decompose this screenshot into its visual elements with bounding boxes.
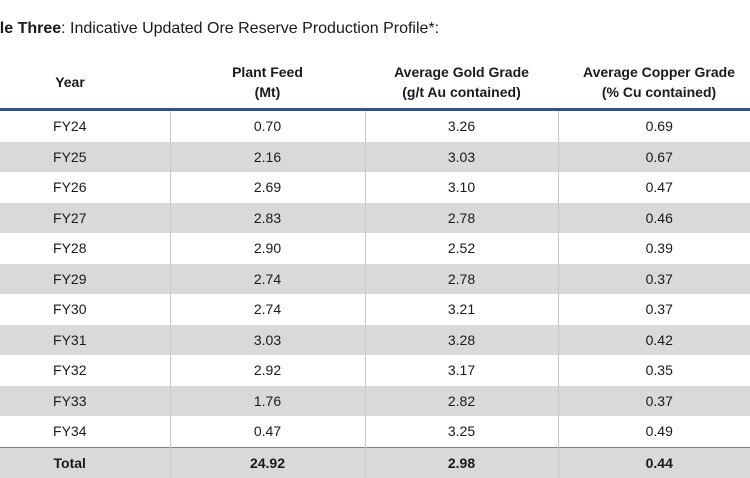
table-row: FY29 2.74 2.78 0.37: [0, 263, 750, 294]
cell-plant-feed: 3.03: [170, 324, 366, 355]
column-header-copper-grade-label: Average Copper Grade: [583, 64, 735, 80]
table-row: FY26 2.69 3.10 0.47: [0, 172, 750, 203]
column-header-plant-feed-label: Plant Feed: [232, 64, 303, 80]
column-header-copper-grade: Average Copper Grade (% Cu contained): [558, 56, 750, 111]
cell-year: FY34: [0, 416, 171, 447]
cell-plant-feed: 2.69: [170, 172, 366, 203]
total-label: Total: [0, 446, 171, 478]
cell-plant-feed: 0.47: [170, 416, 366, 447]
table-header-row: Year Plant Feed (Mt) Average Gold Grade (g…: [0, 56, 750, 111]
cell-plant-feed: 2.74: [170, 263, 366, 294]
cell-copper-grade: 0.46: [558, 202, 750, 233]
cell-gold-grade: 3.10: [365, 172, 559, 203]
table-row: FY33 1.76 2.82 0.37: [0, 385, 750, 416]
cell-copper-grade: 0.49: [645, 423, 673, 440]
column-header-gold-grade-unit: (g/t Au contained): [402, 84, 521, 100]
cell-year: FY33: [0, 385, 171, 416]
column-header-plant-feed-unit: (Mt): [254, 84, 281, 100]
cell-year: FY29: [0, 263, 171, 294]
total-copper-grade: 0.44: [558, 446, 750, 478]
cell-gold-grade: 2.78: [365, 202, 559, 233]
table-caption: ble Three: Indicative Updated Ore Reserv…: [0, 20, 439, 38]
production-profile-table: Year Plant Feed (Mt) Average Gold Grade (g…: [0, 56, 750, 478]
cell-plant-feed: 2.83: [170, 202, 366, 233]
table-row: FY27 2.83 2.78 0.46: [0, 202, 750, 233]
cell-copper-grade: 0.42: [558, 324, 750, 355]
total-row: Total 24.92 2.98 0.44: [0, 446, 750, 478]
cell-plant-feed: 0.70: [170, 109, 366, 142]
table-row: FY25 2.16 3.03 0.67: [0, 141, 750, 172]
total-gold-grade: 2.98: [365, 446, 559, 478]
cell-year: FY30: [0, 294, 171, 325]
column-header-copper-grade-unit: (% Cu contained): [601, 84, 717, 100]
cell-gold-grade: 3.25: [365, 416, 559, 447]
column-header-year: Year: [0, 56, 170, 111]
cell-copper-grade: 0.69: [645, 118, 673, 135]
cell-plant-feed: 2.92: [170, 355, 366, 386]
column-header-gold-grade-label: Average Gold Grade: [394, 64, 529, 80]
total-plant-feed: 24.92: [170, 446, 366, 478]
cell-copper-grade: 0.39: [645, 240, 673, 257]
table-caption-text: : Indicative Updated Ore Reserve Product…: [61, 20, 440, 37]
table-row: FY30 2.74 3.21 0.37: [0, 294, 750, 325]
column-header-plant-feed: Plant Feed (Mt): [170, 56, 365, 111]
column-header-gold-grade: Average Gold Grade (g/t Au contained): [365, 56, 558, 111]
cell-gold-grade: 3.26: [365, 109, 559, 142]
cell-gold-grade: 2.52: [365, 233, 559, 264]
cell-year: FY28: [0, 233, 171, 264]
table-row: FY34 0.47 3.25 0.49: [0, 416, 750, 447]
cell-gold-grade: 2.78: [365, 263, 559, 294]
cell-gold-grade: 3.21: [365, 294, 559, 325]
cell-year: FY24: [0, 109, 171, 142]
cell-gold-grade: 2.82: [365, 385, 559, 416]
cell-gold-grade: 3.28: [365, 324, 559, 355]
cell-year: FY27: [0, 202, 171, 233]
cell-plant-feed: 1.76: [170, 385, 366, 416]
cell-year: FY32: [0, 355, 171, 386]
cell-copper-grade: 0.67: [558, 141, 750, 172]
cell-year: FY26: [0, 172, 171, 203]
table-row: FY28 2.90 2.52 0.39: [0, 233, 750, 264]
cell-copper-grade: 0.35: [645, 362, 673, 379]
cell-gold-grade: 3.03: [365, 141, 559, 172]
cell-plant-feed: 2.16: [170, 141, 366, 172]
cell-gold-grade: 3.17: [365, 355, 559, 386]
cell-copper-grade: 0.47: [645, 179, 673, 196]
cell-copper-grade: 0.37: [558, 263, 750, 294]
table-row: FY31 3.03 3.28 0.42: [0, 324, 750, 355]
cell-year: FY25: [0, 141, 171, 172]
cell-year: FY31: [0, 324, 171, 355]
column-header-year-label: Year: [55, 74, 85, 90]
cell-plant-feed: 2.74: [170, 294, 366, 325]
cell-plant-feed: 2.90: [170, 233, 366, 264]
table-row: FY32 2.92 3.17 0.35: [0, 355, 750, 386]
table-caption-label: ble Three: [0, 20, 62, 37]
cell-copper-grade: 0.37: [645, 301, 673, 318]
cell-copper-grade: 0.37: [558, 385, 750, 416]
table-row: FY24 0.70 3.26 0.69: [0, 109, 750, 142]
